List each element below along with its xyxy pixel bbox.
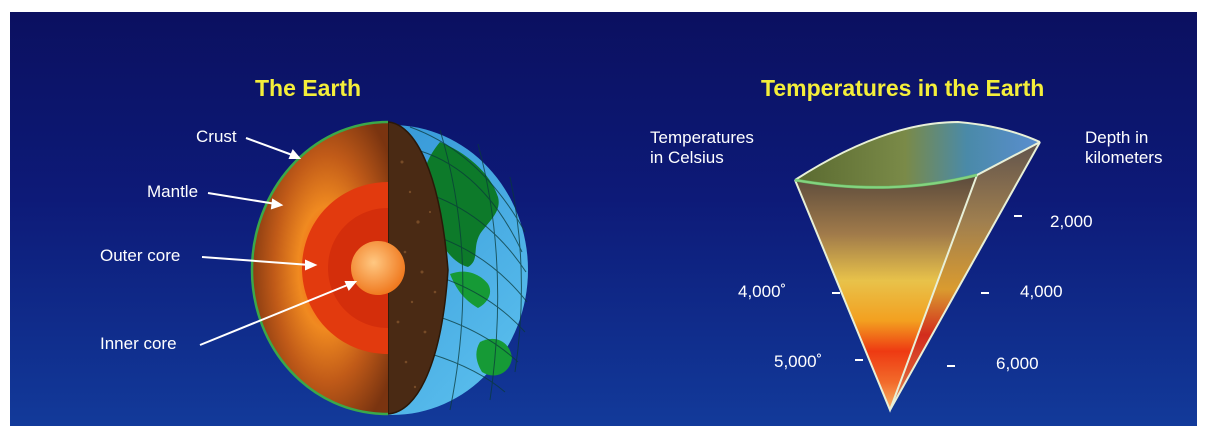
- earth-cutaway: [199, 120, 528, 416]
- temp-label-4000: 4,000˚: [738, 282, 787, 301]
- wedge-front-face: [795, 175, 977, 410]
- temp-label-5000: 5,000˚: [774, 352, 823, 371]
- diagram-graphics: [199, 120, 1041, 416]
- wedge-ticks: [832, 215, 1022, 367]
- depth-label-2000: 2,000: [1050, 212, 1093, 231]
- diagram-panel: The Earth Crust Mantle Outer core Inner …: [10, 12, 1197, 426]
- continent-australia: [476, 338, 512, 376]
- mantle-label: Mantle: [147, 182, 199, 201]
- inner-core-sphere: [351, 241, 405, 295]
- outer-core-label: Outer core: [100, 246, 181, 265]
- depth-label-4000: 4,000: [1020, 282, 1063, 301]
- temperature-title: Temperatures in the Earth: [761, 75, 1045, 101]
- earth-title: The Earth: [255, 75, 362, 101]
- earth-leaders: [199, 137, 358, 346]
- crust-label: Crust: [196, 127, 237, 146]
- celsius-label: Temperatures in Celsius: [650, 128, 754, 167]
- inner-core-label: Inner core: [100, 334, 177, 353]
- crust-outline: [250, 120, 389, 416]
- wedge-top-surface: [795, 122, 1040, 188]
- depth-label-6000: 6,000: [996, 354, 1039, 373]
- cut-face-texture: [396, 160, 437, 389]
- cut-face: [388, 122, 448, 414]
- temperature-wedge: [794, 120, 1041, 413]
- depth-label: Depth in kilometers: [1085, 128, 1163, 167]
